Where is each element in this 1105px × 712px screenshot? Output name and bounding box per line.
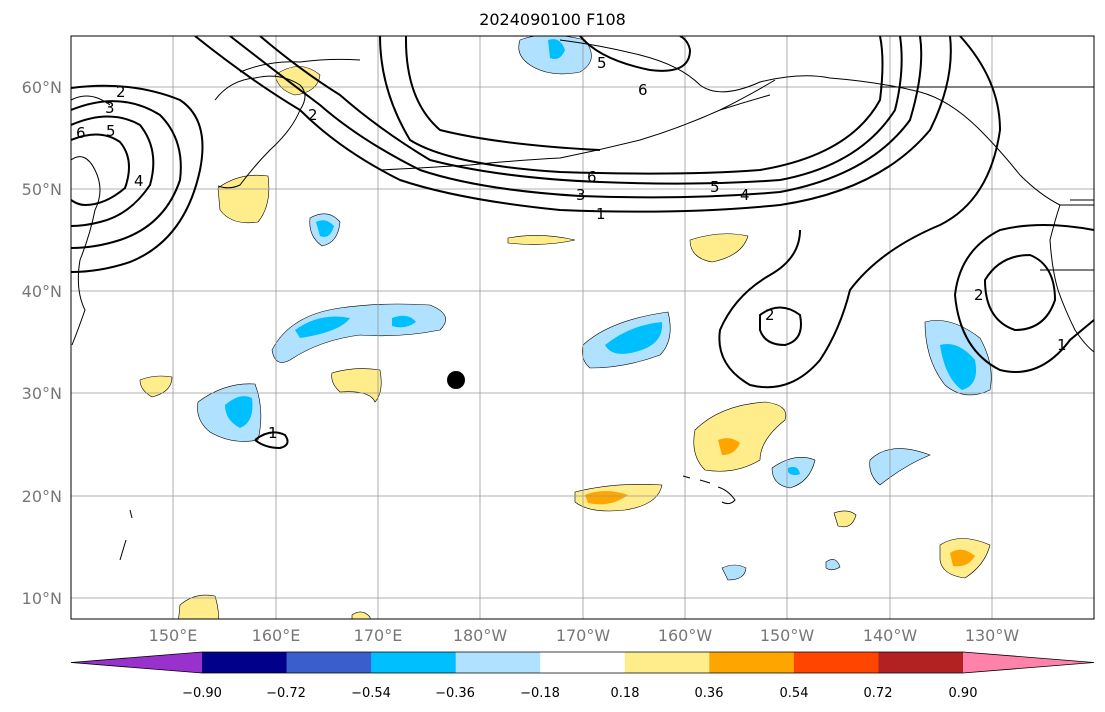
lat-label: 20°N bbox=[22, 487, 62, 506]
colorbar-tick-label: 0.18 bbox=[611, 686, 640, 701]
colorbar-segment bbox=[202, 652, 288, 673]
contour-label: 2 bbox=[116, 83, 126, 101]
colorbar-tick-label: −0.18 bbox=[520, 686, 560, 701]
colorbar bbox=[70, 651, 1095, 674]
colorbar-extend-low bbox=[71, 652, 202, 673]
colorbar-tick-label: −0.36 bbox=[435, 686, 475, 701]
contour-label: 3 bbox=[105, 99, 115, 117]
lon-label: 150°E bbox=[149, 626, 198, 645]
lon-label: 130°W bbox=[965, 626, 1020, 645]
contour-label: 3 bbox=[576, 186, 586, 204]
contour-label: 6 bbox=[587, 168, 597, 186]
contour-label: 2 bbox=[308, 106, 318, 124]
contour-label: 5 bbox=[597, 54, 607, 72]
colorbar-tick-label: 0.90 bbox=[949, 686, 978, 701]
longitude-labels: 150°E 160°E 170°E 180°W 170°W 160°W 150°… bbox=[149, 626, 1020, 645]
latitude-labels: 60°N 50°N 40°N 30°N 20°N 10°N bbox=[22, 78, 62, 608]
lon-label: 170°E bbox=[354, 626, 403, 645]
colorbar-tick-label: 0.54 bbox=[780, 686, 809, 701]
lat-label: 30°N bbox=[22, 384, 62, 403]
contours bbox=[71, 36, 1094, 450]
colorbar-extend-high bbox=[963, 652, 1094, 673]
colorbar-segment bbox=[709, 652, 795, 673]
lat-label: 10°N bbox=[22, 589, 62, 608]
contour-labels: 2 3 6 5 4 2 6 5 6 3 5 4 1 2 2 1 1 bbox=[76, 54, 1067, 442]
colorbar-segment bbox=[878, 652, 964, 673]
colorbar-segment bbox=[455, 652, 541, 673]
storm-position-marker bbox=[447, 371, 465, 389]
colorbar-segment bbox=[371, 652, 457, 673]
contour-label: 2 bbox=[974, 286, 984, 304]
colorbar-tick-label: −0.54 bbox=[351, 686, 391, 701]
colorbar-tick-label: −0.90 bbox=[182, 686, 222, 701]
contour-label: 1 bbox=[268, 424, 278, 442]
colorbar-segment bbox=[793, 652, 879, 673]
lon-label: 160°W bbox=[658, 626, 713, 645]
colorbar-segment bbox=[624, 652, 710, 673]
contour-label: 6 bbox=[638, 81, 648, 99]
contour-label: 5 bbox=[106, 122, 116, 140]
lat-label: 60°N bbox=[22, 78, 62, 97]
contour-label: 2 bbox=[765, 306, 775, 324]
map-frame bbox=[70, 35, 1095, 620]
lon-label: 140°W bbox=[863, 626, 918, 645]
contour-label: 5 bbox=[710, 178, 720, 196]
colorbar-tick-label: −0.72 bbox=[266, 686, 306, 701]
colorbar-tick-label: 0.72 bbox=[864, 686, 893, 701]
colorbar-segment bbox=[540, 652, 626, 673]
colorbar-tick-label: 0.36 bbox=[695, 686, 724, 701]
lon-label: 150°W bbox=[760, 626, 815, 645]
colorbar-segment bbox=[286, 652, 372, 673]
lon-label: 170°W bbox=[556, 626, 611, 645]
contour-label: 6 bbox=[76, 124, 86, 142]
contour-label: 1 bbox=[596, 205, 606, 223]
map-title: 2024090100 F108 bbox=[479, 10, 626, 29]
lon-label: 160°E bbox=[252, 626, 301, 645]
lon-label: 180°W bbox=[453, 626, 508, 645]
colorbar-outline bbox=[70, 651, 1095, 674]
contour-label: 4 bbox=[134, 172, 144, 190]
contour-label: 1 bbox=[1057, 336, 1067, 354]
map-area bbox=[71, 36, 1094, 619]
lat-label: 40°N bbox=[22, 282, 62, 301]
anomaly-shading bbox=[139, 36, 992, 619]
lat-label: 50°N bbox=[22, 180, 62, 199]
contour-label: 4 bbox=[740, 186, 750, 204]
colorbar-ticks: −0.90 −0.72 −0.54 −0.36 −0.18 0.18 0.36 … bbox=[182, 686, 977, 701]
